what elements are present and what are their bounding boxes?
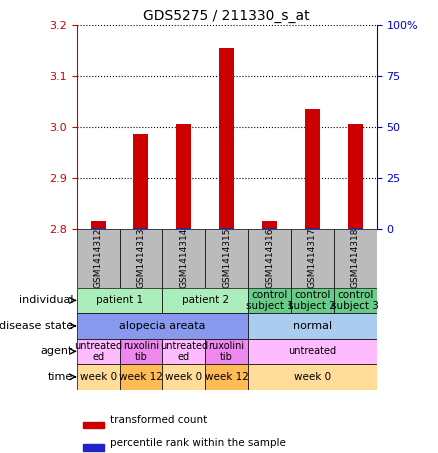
Text: ruxolini
tib: ruxolini tib xyxy=(208,341,245,362)
Text: GSM1414314: GSM1414314 xyxy=(179,228,188,289)
Text: GSM1414315: GSM1414315 xyxy=(222,228,231,289)
Text: percentile rank within the sample: percentile rank within the sample xyxy=(110,438,286,448)
Bar xyxy=(120,229,162,288)
Bar xyxy=(77,313,248,339)
Bar xyxy=(205,339,248,364)
Text: untreated
ed: untreated ed xyxy=(74,341,122,362)
Text: untreated
ed: untreated ed xyxy=(160,341,208,362)
Bar xyxy=(77,364,120,390)
Bar xyxy=(120,339,162,364)
Bar xyxy=(162,229,205,288)
Bar xyxy=(348,228,363,229)
Bar xyxy=(162,339,205,364)
Text: week 0: week 0 xyxy=(294,372,331,382)
Text: alopecia areata: alopecia areata xyxy=(119,321,205,331)
Bar xyxy=(248,313,377,339)
Bar xyxy=(262,221,277,229)
Text: agent: agent xyxy=(41,347,73,357)
Bar xyxy=(248,288,291,313)
Bar xyxy=(348,124,363,229)
Bar xyxy=(77,339,120,364)
Bar xyxy=(120,364,162,390)
Text: control
subject 2: control subject 2 xyxy=(289,289,336,311)
Bar xyxy=(134,135,148,229)
Bar xyxy=(334,229,377,288)
Text: patient 2: patient 2 xyxy=(182,295,229,305)
Text: GSM1414316: GSM1414316 xyxy=(265,228,274,289)
Text: control
subject 1: control subject 1 xyxy=(246,289,293,311)
Bar xyxy=(248,229,291,288)
Bar xyxy=(91,221,106,229)
Bar xyxy=(219,48,234,229)
Text: week 12: week 12 xyxy=(119,372,163,382)
Text: week 12: week 12 xyxy=(205,372,249,382)
Bar xyxy=(248,339,377,364)
Text: patient 1: patient 1 xyxy=(96,295,143,305)
Text: week 0: week 0 xyxy=(165,372,202,382)
Title: GDS5275 / 211330_s_at: GDS5275 / 211330_s_at xyxy=(143,9,310,23)
Bar xyxy=(77,229,120,288)
Text: week 0: week 0 xyxy=(80,372,117,382)
Bar xyxy=(134,228,148,229)
Bar xyxy=(83,444,104,451)
Text: normal: normal xyxy=(293,321,332,331)
Bar xyxy=(205,229,248,288)
Text: disease state: disease state xyxy=(0,321,73,331)
Text: GSM1414312: GSM1414312 xyxy=(94,228,102,289)
Bar xyxy=(291,229,334,288)
Bar xyxy=(177,228,191,229)
Bar xyxy=(334,288,377,313)
Text: individual: individual xyxy=(19,295,73,305)
Text: untreated: untreated xyxy=(288,347,336,357)
Bar xyxy=(305,109,320,229)
Text: GSM1414317: GSM1414317 xyxy=(308,228,317,289)
Bar xyxy=(83,422,104,428)
Text: GSM1414313: GSM1414313 xyxy=(137,228,145,289)
Bar xyxy=(262,228,277,229)
Bar xyxy=(291,288,334,313)
Text: ruxolini
tib: ruxolini tib xyxy=(123,341,159,362)
Bar xyxy=(162,288,248,313)
Text: transformed count: transformed count xyxy=(110,415,207,425)
Bar xyxy=(205,364,248,390)
Bar xyxy=(162,364,205,390)
Bar xyxy=(248,364,377,390)
Bar xyxy=(305,228,320,229)
Text: time: time xyxy=(48,372,73,382)
Bar xyxy=(219,228,234,229)
Bar xyxy=(77,288,162,313)
Bar xyxy=(177,124,191,229)
Text: control
subject 3: control subject 3 xyxy=(331,289,379,311)
Text: GSM1414318: GSM1414318 xyxy=(351,228,360,289)
